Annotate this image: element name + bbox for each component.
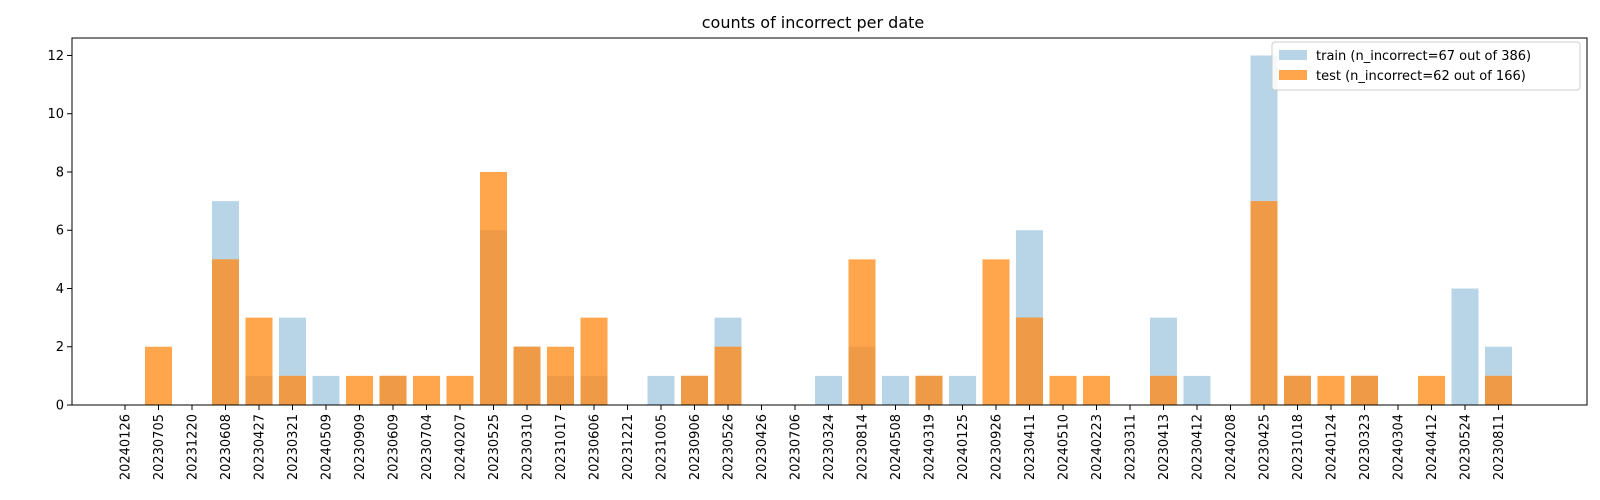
bar-test xyxy=(446,375,474,405)
x-tick-label: 20230411 xyxy=(1023,414,1038,480)
x-tick-label: 20230705 xyxy=(152,414,167,480)
bar-test xyxy=(1049,375,1077,405)
x-tick-label: 20230413 xyxy=(1157,414,1172,480)
y-tick-label: 0 xyxy=(56,399,64,414)
bar-overlap xyxy=(714,346,742,405)
x-tick-label: 20240125 xyxy=(956,414,971,480)
x-tick-label: 20230321 xyxy=(286,414,301,480)
x-tick-label: 20231018 xyxy=(1291,414,1306,480)
x-tick-label: 20240509 xyxy=(320,414,335,480)
legend-swatch-test xyxy=(1279,70,1307,80)
bar-overlap xyxy=(1284,375,1311,405)
x-tick-label: 20230524 xyxy=(1459,414,1474,480)
x-tick-label: 20230425 xyxy=(1258,414,1273,480)
y-axis: 0 2 4 6 8 10 12 xyxy=(47,49,72,414)
bar-test xyxy=(982,259,1010,405)
x-tick-label: 20230311 xyxy=(1124,414,1139,480)
bar-test xyxy=(413,375,440,405)
legend-label-test: test (n_incorrect=62 out of 166) xyxy=(1316,69,1526,84)
bar-overlap xyxy=(580,375,608,405)
bar-overlap xyxy=(547,375,574,405)
bar-test xyxy=(346,375,373,405)
x-tick-label: 20230906 xyxy=(688,414,703,480)
x-tick-label: 20240412 xyxy=(1425,414,1440,480)
bar-overlap xyxy=(379,375,407,405)
chart-title: counts of incorrect per date xyxy=(702,13,925,32)
x-tick-label: 20230426 xyxy=(755,414,770,480)
x-tick-label: 20231017 xyxy=(554,414,569,480)
bar-train xyxy=(949,375,976,405)
bar-overlap xyxy=(245,375,273,405)
bars-group xyxy=(145,55,1512,405)
legend-swatch-train xyxy=(1279,50,1307,60)
plot-frame xyxy=(71,37,1588,406)
x-tick-label: 20240124 xyxy=(1325,414,1340,480)
x-tick-label: 20240319 xyxy=(923,414,938,480)
x-tick-label: 20230525 xyxy=(487,414,502,480)
x-tick-label: 20240223 xyxy=(1090,414,1105,480)
x-tick-label: 20231005 xyxy=(655,414,670,480)
x-tick-label: 20240510 xyxy=(1057,414,1072,480)
bar-overlap xyxy=(848,346,876,405)
bar-train xyxy=(647,375,675,405)
x-tick-label: 20230323 xyxy=(1358,414,1373,480)
bar-overlap xyxy=(212,259,239,405)
y-tick-label: 10 xyxy=(47,107,64,122)
bar-train xyxy=(1183,375,1211,405)
legend-label-train: train (n_incorrect=67 out of 386) xyxy=(1316,49,1531,64)
x-tick-label: 20240207 xyxy=(454,414,469,480)
y-tick-label: 12 xyxy=(47,49,64,64)
bar-train xyxy=(312,375,340,405)
x-tick-label: 20230926 xyxy=(990,414,1005,480)
x-tick-label: 20230811 xyxy=(1492,414,1507,480)
bar-overlap xyxy=(1016,317,1043,405)
bar-test xyxy=(1418,375,1445,405)
x-tick-label: 20231220 xyxy=(186,414,201,480)
x-tick-label: 20240208 xyxy=(1224,414,1239,480)
x-tick-label: 20230909 xyxy=(353,414,368,480)
bar-test xyxy=(1083,375,1110,405)
y-tick-label: 8 xyxy=(56,165,64,180)
x-tick-label: 20230310 xyxy=(521,414,536,480)
x-tick-label: 20230706 xyxy=(789,414,804,480)
bar-overlap xyxy=(279,375,306,405)
x-tick-label: 20240508 xyxy=(889,414,904,480)
x-tick-label: 20230412 xyxy=(1191,414,1206,480)
bar-overlap xyxy=(1250,201,1278,405)
x-tick-label: 20230606 xyxy=(588,414,603,480)
bar-test xyxy=(145,346,172,405)
bar-overlap xyxy=(513,346,541,405)
x-tick-label: 20230704 xyxy=(420,414,435,480)
bar-train xyxy=(1451,288,1479,405)
x-tick-label: 20230814 xyxy=(856,414,871,480)
y-tick-label: 6 xyxy=(56,224,64,239)
x-tick-label: 20230526 xyxy=(722,414,737,480)
x-tick-label: 20240304 xyxy=(1392,414,1407,480)
x-tick-label: 20231221 xyxy=(621,414,636,480)
x-tick-label: 20230427 xyxy=(253,414,268,480)
bar-overlap xyxy=(915,375,943,405)
y-tick-label: 4 xyxy=(56,282,64,297)
bar-test xyxy=(1317,375,1345,405)
x-tick-label: 20230608 xyxy=(219,414,234,480)
x-axis: 20240126 20230705 20231220 20230608 20230427… xyxy=(119,405,1507,480)
bar-overlap xyxy=(681,375,708,405)
bar-train xyxy=(815,375,842,405)
y-tick-label: 2 xyxy=(56,340,64,355)
bar-overlap xyxy=(1351,375,1378,405)
bar-overlap xyxy=(1150,375,1177,405)
bar-overlap xyxy=(1485,375,1512,405)
x-tick-label: 20240126 xyxy=(119,414,134,480)
bar-overlap xyxy=(480,230,507,405)
bar-train xyxy=(882,375,909,405)
legend-box xyxy=(1271,41,1581,91)
legend: train (n_incorrect=67 out of 386) test (… xyxy=(1271,41,1581,91)
x-tick-label: 20230324 xyxy=(822,414,837,480)
x-tick-label: 20230609 xyxy=(387,414,402,480)
